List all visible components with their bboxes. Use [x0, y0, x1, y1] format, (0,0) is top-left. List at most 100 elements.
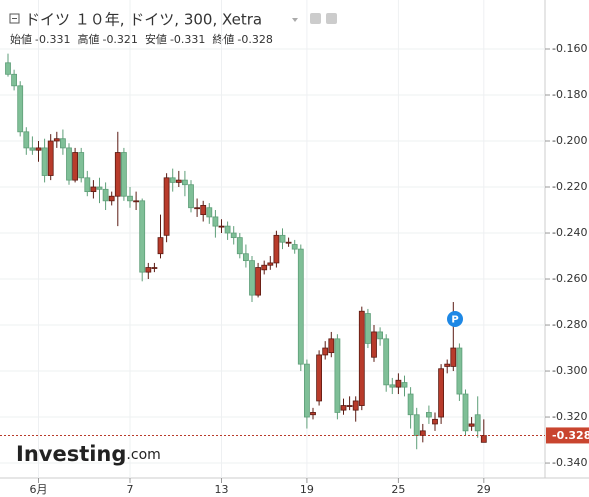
x-tick-label: 13 [215, 483, 229, 496]
candle-body [407, 393, 414, 416]
event-marker-badge[interactable] [447, 311, 463, 327]
chart-title: ドイツ １０年, ドイツ, 300, Xetra [25, 11, 262, 29]
candle-body [432, 418, 438, 425]
candle-body [377, 331, 384, 340]
gear-icon[interactable] [326, 13, 337, 24]
candle-body [468, 423, 475, 427]
y-tick-label: -0.260 [552, 272, 587, 285]
x-tick-label: 7 [127, 483, 134, 496]
candle-body [474, 414, 481, 432]
candle-body [310, 412, 316, 416]
candle-body [127, 195, 133, 202]
candle-body [291, 244, 298, 250]
candle-body [261, 264, 268, 271]
ohlc-label: 終値 [212, 32, 234, 46]
candle-body [133, 200, 140, 203]
y-tick-label: -0.280 [552, 318, 587, 331]
x-tick-label: 6月 [30, 483, 48, 496]
y-tick-label: -0.240 [552, 226, 587, 239]
candle-body [322, 347, 329, 356]
candle-body [255, 267, 262, 296]
ohlc-header: 始値 -0.331 高値 -0.321 安値 -0.331 終値 -0.328 [10, 32, 273, 46]
last-price-tag [546, 427, 589, 444]
candle-body [389, 384, 396, 388]
ohlc-value: -0.321 [102, 33, 137, 46]
candle-body [480, 435, 487, 443]
candle-body [66, 147, 72, 181]
candle-body [249, 260, 255, 296]
candle-body [340, 405, 347, 411]
candle-body [139, 200, 146, 273]
ohlc-value: -0.331 [35, 33, 70, 46]
logo-suffix: .com [126, 447, 160, 463]
candle-body [413, 414, 420, 436]
ohlc-label: 安値 [145, 32, 167, 46]
candle-body [419, 430, 426, 436]
candle-body [17, 85, 24, 133]
ohlc-value: -0.328 [237, 33, 272, 46]
candle-body [60, 138, 66, 149]
y-tick-label: -0.300 [552, 364, 587, 377]
candle-body [200, 205, 207, 216]
candle-body [346, 405, 353, 407]
candle-body [395, 379, 402, 388]
candle-body [218, 225, 225, 228]
y-tick-label: -0.160 [552, 42, 587, 55]
candle-body [438, 368, 445, 418]
candle-body [224, 225, 231, 234]
candle-body [78, 152, 85, 179]
candle-body [5, 62, 11, 75]
collapse-icon[interactable] [9, 13, 20, 24]
y-tick-label: -0.200 [552, 134, 587, 147]
candle-body [206, 207, 213, 218]
candles [5, 53, 487, 450]
candle-body [188, 184, 194, 209]
y-tick-label: -0.340 [552, 456, 587, 469]
candle-body [169, 177, 176, 183]
candle-body [273, 234, 280, 264]
candle-body [279, 234, 286, 243]
candle-body [401, 382, 408, 388]
candle-body [303, 363, 310, 418]
candle-body [334, 338, 341, 413]
candle-body [462, 393, 469, 432]
candle-body [114, 152, 121, 197]
y-tick-label: -0.180 [552, 88, 587, 101]
candle-body [41, 147, 48, 176]
ohlc-value: -0.331 [170, 33, 205, 46]
candle-body [108, 195, 115, 202]
x-tick-label: 19 [300, 483, 314, 496]
candle-body [145, 267, 152, 273]
candle-body [297, 248, 304, 365]
candle-body [11, 73, 18, 87]
logo: Investing.com [16, 442, 161, 466]
last-price-label: -0.328 [552, 429, 589, 442]
ohlc-label: 始値 [10, 32, 32, 46]
candle-body [102, 188, 109, 202]
candle-body [230, 232, 237, 239]
candle-body [267, 262, 274, 266]
candle-body [444, 363, 451, 367]
candle-body [450, 347, 457, 367]
candle-body [175, 179, 182, 183]
candle-body [456, 347, 463, 395]
candle-body [425, 412, 432, 418]
x-tick-label: 29 [477, 483, 491, 496]
candle-body [236, 237, 243, 255]
y-tick-label: -0.320 [552, 410, 587, 423]
candle-body [72, 152, 78, 181]
candle-body [194, 207, 201, 210]
title-dropdown[interactable] [292, 18, 298, 22]
candle-body [285, 241, 292, 244]
settings-icon[interactable] [310, 13, 321, 24]
candle-body [316, 354, 323, 402]
candle-body [352, 400, 359, 411]
y-tick-label: -0.220 [552, 180, 587, 193]
candle-body [47, 140, 54, 176]
candle-body [151, 267, 158, 269]
candle-body [90, 186, 97, 193]
candle-body [96, 186, 103, 190]
